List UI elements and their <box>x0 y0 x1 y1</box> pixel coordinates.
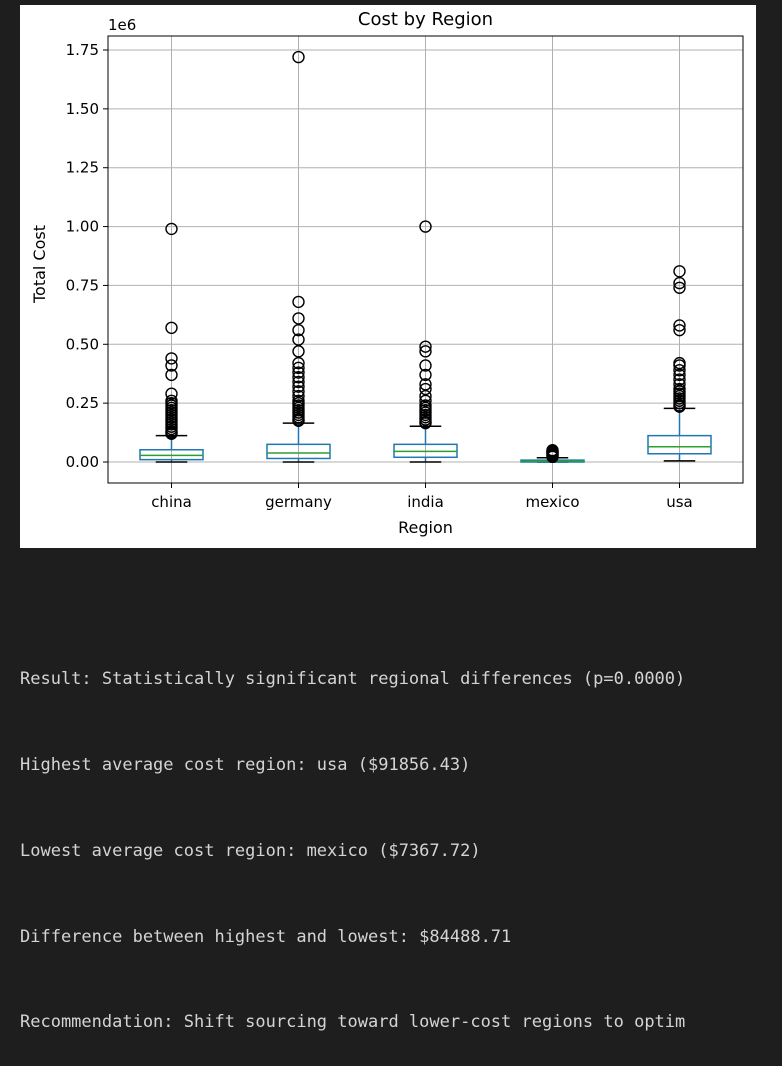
outlier-point <box>419 389 432 403</box>
box-plot-boxes <box>139 50 712 464</box>
chart-title: Cost by Region <box>358 9 493 30</box>
outlier-point <box>292 295 305 309</box>
outlier-point <box>292 366 305 379</box>
outlier-point <box>673 368 686 382</box>
outlier-point <box>292 375 305 389</box>
outlier-point <box>292 345 305 358</box>
outlier-point <box>165 359 178 372</box>
outlier-point <box>419 220 432 233</box>
y-tick-label: 0.25 <box>66 394 99 412</box>
outlier-point <box>165 427 178 440</box>
x-tick-label-india: india <box>407 493 444 511</box>
outlier-point <box>546 450 559 464</box>
y-tick-label: 0.00 <box>66 453 99 471</box>
outlier-point <box>673 373 686 386</box>
y-tick-label: 1.00 <box>66 218 99 236</box>
outlier-point <box>165 352 178 365</box>
outlier-point <box>419 340 432 353</box>
box-iqr <box>647 434 712 455</box>
x-tick-label-usa: usa <box>666 493 693 511</box>
outlier-point <box>419 345 432 358</box>
y-tick-label: 1.50 <box>66 100 99 118</box>
console-line-difference: Difference between highest and lowest: $… <box>20 926 512 947</box>
outlier-point <box>673 359 686 372</box>
x-tick-label-china: china <box>151 493 192 511</box>
outlier-point <box>673 378 686 391</box>
y-axis-label: Total Cost <box>30 225 49 304</box>
outlier-point <box>292 414 305 427</box>
box-plot-chart: 0.00 0.25 0.50 0.75 1.00 1.25 1.50 1.75 china ger… <box>30 9 744 537</box>
outlier-point <box>292 361 305 375</box>
box-group-india <box>393 220 458 463</box>
outlier-point <box>165 368 178 382</box>
outlier-point <box>292 389 305 403</box>
box-iqr <box>266 443 331 460</box>
x-tick-label-mexico: mexico <box>525 493 579 511</box>
outlier-point <box>673 319 686 332</box>
console-output: Result: Statistically significant region… <box>20 608 782 1066</box>
outlier-point <box>419 368 432 382</box>
x-axis-label: Region <box>398 518 453 537</box>
outlier-point <box>292 380 305 393</box>
console-line-lowest: Lowest average cost region: mexico ($736… <box>20 840 481 861</box>
outlier-point <box>292 323 305 337</box>
y-tick-label: 1.25 <box>66 159 99 177</box>
box-group-china <box>139 222 204 463</box>
outlier-point <box>673 281 686 294</box>
outlier-point <box>673 400 686 413</box>
x-tick-label-germany: germany <box>265 493 332 511</box>
chart-figure: 0.00 0.25 0.50 0.75 1.00 1.25 1.50 1.75 china ger… <box>20 5 756 548</box>
console-line-result: Result: Statistically significant region… <box>20 669 686 690</box>
outlier-point <box>292 385 305 398</box>
outlier-point <box>673 323 686 337</box>
outlier-point <box>292 312 305 325</box>
y-offset-label: 1e6 <box>108 16 136 34</box>
console-line-recommendation: Recommendation: Shift sourcing toward lo… <box>20 1012 686 1033</box>
outlier-point <box>165 387 178 400</box>
outlier-point <box>292 50 305 64</box>
outlier-point <box>419 394 432 407</box>
outlier-point <box>165 321 178 335</box>
outlier-point <box>673 363 686 377</box>
axis-ticks: 0.00 0.25 0.50 0.75 1.00 1.25 1.50 1.75 china ger… <box>66 41 693 511</box>
outlier-point <box>419 382 432 396</box>
y-tick-label: 1.75 <box>66 41 99 59</box>
outlier-point <box>165 222 178 236</box>
outlier-point <box>292 333 305 346</box>
outlier-point <box>419 378 432 391</box>
outlier-point <box>292 371 305 384</box>
outlier-point <box>673 276 686 290</box>
outlier-point <box>292 356 305 370</box>
outlier-point <box>419 359 432 372</box>
box-group-germany <box>266 50 331 463</box>
outlier-point <box>419 416 432 430</box>
box-group-mexico <box>520 444 585 464</box>
box-group-usa <box>647 265 712 462</box>
console-line-highest: Highest average cost region: usa ($91856… <box>20 754 471 775</box>
y-tick-label: 0.75 <box>66 276 99 294</box>
y-tick-label: 0.50 <box>66 335 99 353</box>
outlier-point <box>673 265 686 278</box>
